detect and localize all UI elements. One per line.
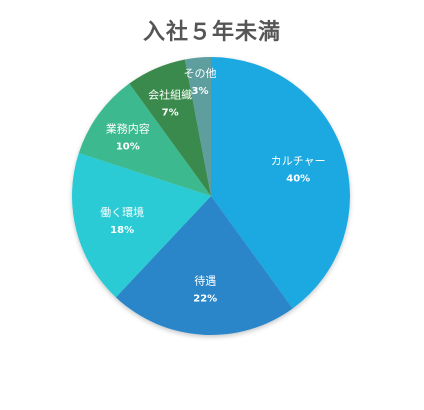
slice-percent-0: 40% xyxy=(286,174,310,185)
chart-title: 入社５年未満 xyxy=(142,20,281,45)
pie-labels: カルチャー 40% 待遇 22% 働く環境 18% 業務内容 10% 会社組織 7% その他 3% xyxy=(100,67,326,305)
slice-label-5: その他 xyxy=(184,67,217,80)
pie-slice-1 xyxy=(115,196,293,335)
slice-label-0: カルチャー xyxy=(271,155,326,168)
slice-label-2: 働く環境 xyxy=(100,205,144,219)
slice-percent-5: 3% xyxy=(192,86,209,97)
slice-percent-4: 7% xyxy=(162,108,179,119)
pie-slice-3 xyxy=(78,83,211,196)
pie-slice-5 xyxy=(184,57,211,196)
slice-label-3: 業務内容 xyxy=(106,122,150,136)
pie-slice-0 xyxy=(211,57,350,309)
slice-percent-1: 22% xyxy=(193,294,217,305)
pie-slices xyxy=(71,57,350,335)
slice-label-4: 会社組織 xyxy=(148,88,192,102)
slice-percent-2: 18% xyxy=(110,225,134,236)
pie-slice-2 xyxy=(71,153,211,298)
pie-slice-4 xyxy=(129,59,211,197)
slice-label-1: 待遇 xyxy=(194,274,216,288)
slice-percent-3: 10% xyxy=(116,142,140,153)
